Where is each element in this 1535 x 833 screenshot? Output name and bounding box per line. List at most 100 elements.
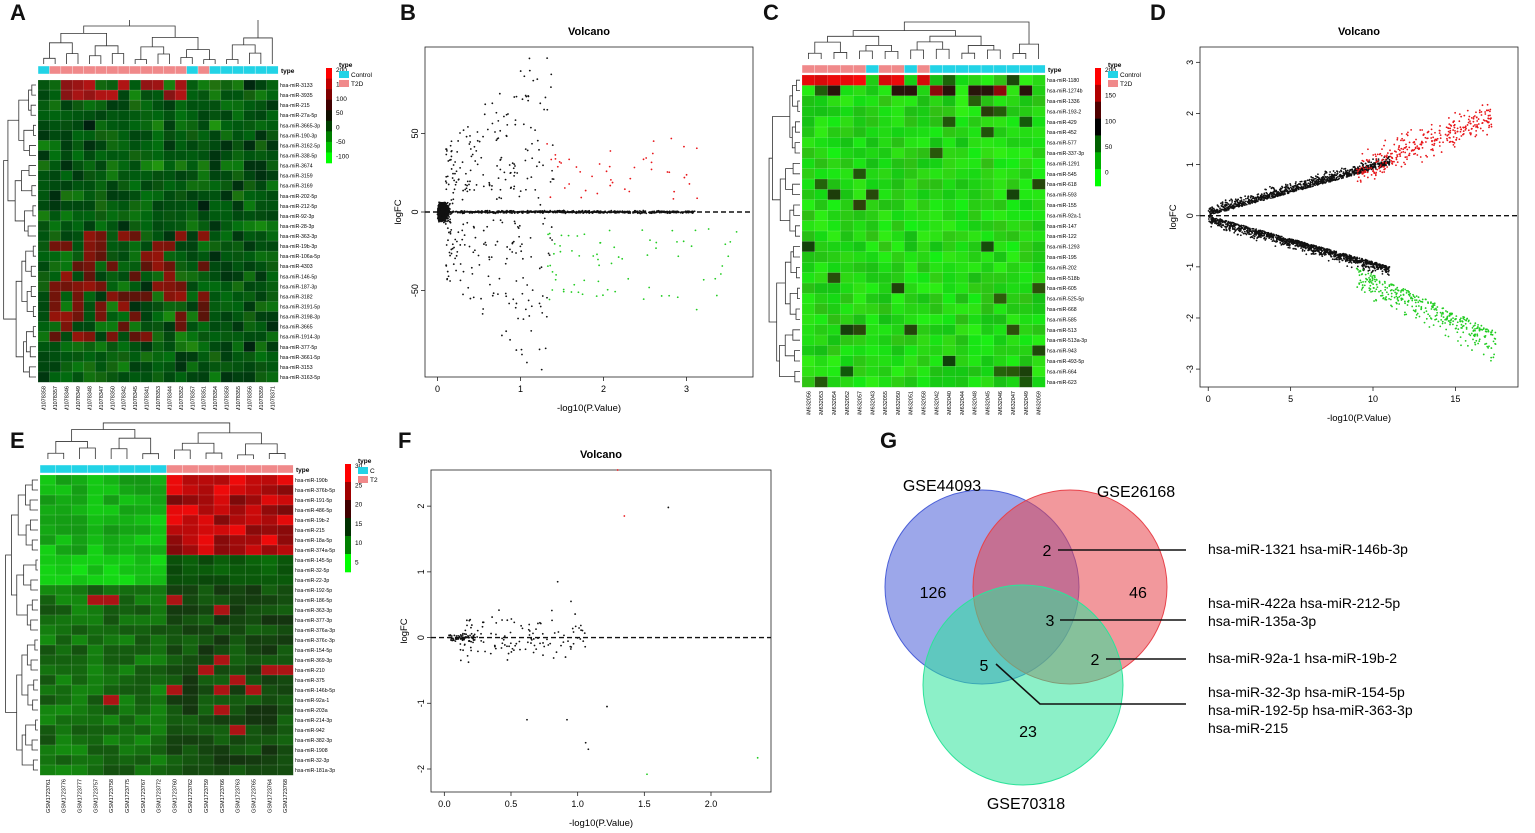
heatmap-cell	[827, 366, 841, 378]
data-point	[461, 238, 464, 241]
data-point	[499, 188, 502, 191]
heatmap-cell	[878, 95, 893, 107]
heatmap-cell	[129, 371, 142, 383]
data-point	[472, 296, 475, 299]
dendrogram-branch	[916, 41, 944, 51]
data-point	[551, 289, 554, 291]
heatmap-cell	[232, 140, 245, 151]
heatmap-cell	[827, 220, 841, 232]
heatmap-cell	[852, 241, 867, 253]
data-point	[655, 241, 658, 244]
heatmap-cell	[140, 230, 153, 242]
heatmap-cell	[209, 230, 222, 242]
heatmap-cell	[266, 160, 279, 172]
data-point	[645, 212, 648, 215]
data-point	[597, 280, 600, 283]
heatmap-cell	[904, 137, 918, 149]
data-point	[688, 183, 691, 185]
heatmap-cell	[220, 220, 233, 232]
data-point	[540, 368, 543, 371]
heatmap-cell	[60, 180, 73, 192]
data-point	[690, 245, 693, 248]
data-point	[518, 195, 521, 198]
heatmap-cell	[220, 240, 233, 252]
heatmap-cell	[891, 355, 905, 367]
data-point	[597, 258, 599, 261]
data-point	[529, 126, 532, 129]
color-scale-segment	[1095, 169, 1101, 187]
data-point	[516, 172, 519, 174]
heatmap-cell	[827, 95, 841, 107]
heatmap-cell	[801, 126, 816, 138]
heatmap-cell	[891, 241, 905, 253]
data-point	[551, 169, 553, 172]
panel-label-c: C	[763, 0, 779, 25]
heatmap-cell	[220, 200, 233, 212]
row-label: hsa-miR-605	[1047, 286, 1077, 292]
heatmap-cell	[968, 137, 982, 149]
data-point	[498, 277, 501, 280]
heatmap-cell	[117, 190, 130, 202]
data-point	[515, 349, 518, 351]
heatmap-cell	[980, 85, 995, 97]
color-scale-segment	[326, 152, 332, 164]
heatmap-cell	[1019, 199, 1033, 211]
data-point	[448, 251, 451, 254]
data-point	[695, 147, 698, 150]
heatmap-cell	[993, 85, 1008, 97]
heatmap-cell	[980, 189, 995, 201]
heatmap-cell	[83, 99, 96, 111]
heatmap-cell	[232, 321, 245, 333]
data-point	[547, 252, 550, 255]
data-point	[461, 161, 464, 164]
data-point	[497, 293, 499, 296]
data-point	[498, 92, 501, 95]
heatmap-cell	[163, 130, 176, 141]
data-point	[1358, 165, 1361, 168]
heatmap-cell	[186, 331, 199, 343]
data-point	[605, 211, 608, 214]
data-point	[581, 293, 584, 296]
heatmap-cell	[814, 147, 829, 159]
heatmap-cell	[916, 105, 931, 118]
heatmap-cell	[163, 99, 176, 111]
heatmap-cell	[865, 241, 880, 253]
data-point	[567, 211, 569, 213]
data-point	[523, 75, 526, 78]
heatmap-cell	[163, 301, 176, 313]
dendrogram-branch	[66, 53, 79, 64]
heatmap-cell	[904, 95, 918, 107]
dendrogram-branch	[794, 371, 800, 383]
heatmap-cell	[83, 140, 96, 151]
heatmap-cell	[1019, 178, 1033, 190]
row-label: hsa-miR-429	[1047, 120, 1077, 126]
heatmap-cell	[840, 355, 854, 367]
data-point	[450, 229, 453, 231]
data-point	[445, 181, 448, 184]
heatmap-a: typehsa-miR-3133hsa-miR-3935hsa-miR-215h…	[3, 20, 373, 410]
heatmap-cell	[117, 180, 130, 192]
data-point	[1363, 268, 1365, 270]
heatmap-cell	[197, 190, 210, 202]
color-scale-tick: 100	[336, 96, 347, 103]
heatmap-cell	[840, 376, 854, 388]
data-point	[488, 183, 491, 186]
dendrogram-branch	[31, 84, 36, 96]
heatmap-cell	[814, 376, 829, 388]
data-point	[544, 96, 547, 99]
heatmap-cell	[186, 109, 199, 121]
heatmap-cell	[891, 105, 905, 118]
data-point	[448, 216, 450, 218]
heatmap-cell	[1019, 209, 1033, 222]
data-point	[529, 237, 532, 239]
heatmap-cell	[117, 321, 130, 333]
row-label: hsa-miR-577	[1047, 141, 1077, 147]
heatmap-cell	[929, 376, 944, 388]
heatmap-cell	[232, 210, 245, 222]
type-bar-cell	[174, 65, 188, 75]
dendrogram-branch	[779, 178, 790, 221]
heatmap-cell	[1006, 241, 1020, 253]
heatmap-cell	[878, 209, 893, 222]
column-label: GSM632054	[832, 391, 838, 415]
heatmap-cell	[993, 376, 1008, 388]
